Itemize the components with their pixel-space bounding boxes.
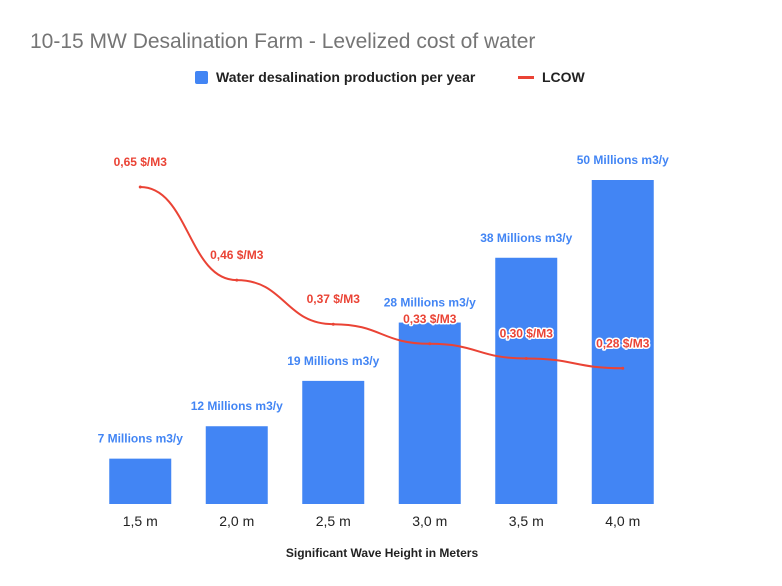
legend: Water desalination production per year L… — [195, 69, 586, 85]
chart-title: 10-15 MW Desalination Farm - Levelized c… — [30, 30, 535, 53]
lcow-label-4: 0,33 $/M3 — [403, 312, 457, 326]
legend-label-lcow: LCOW — [542, 69, 586, 85]
x-tick-label-5: 3,5 m — [509, 513, 544, 529]
legend-label-production: Water desalination production per year — [216, 69, 476, 85]
lcow-point-3 — [331, 322, 335, 326]
x-tick-label-6: 4,0 m — [605, 513, 640, 529]
lcow-label-2: 0,46 $/M3 — [210, 248, 264, 262]
bar-6 — [591, 180, 654, 504]
bar-4 — [398, 322, 461, 504]
bar-2 — [205, 426, 268, 504]
line-series — [138, 185, 625, 370]
legend-swatch-production — [195, 71, 208, 84]
bar-series — [109, 180, 654, 504]
x-axis-ticks: 1,5 m 2,0 m 2,5 m 3,0 m 3,5 m 4,0 m — [123, 513, 641, 529]
x-tick-label-4: 3,0 m — [412, 513, 447, 529]
bar-data-labels: 7 Millions m3/y 12 Millions m3/y 19 Millio… — [98, 153, 670, 446]
lcow-point-1 — [138, 185, 142, 189]
legend-swatch-lcow — [518, 76, 534, 79]
bar-label-5: 38 Millions m3/y — [480, 231, 572, 245]
lcow-label-5: 0,30 $/M3 — [500, 327, 554, 341]
bar-5 — [495, 257, 558, 504]
lcow-line — [140, 186, 623, 370]
line-data-labels: 0,65 $/M3 0,46 $/M3 0,37 $/M3 0,33 $/M3 0,30… — [112, 154, 651, 352]
x-tick-label-1: 1,5 m — [123, 513, 158, 529]
lcow-point-6 — [621, 366, 625, 370]
lcow-point-2 — [235, 278, 239, 282]
lcow-label-3: 0,37 $/M3 — [307, 292, 361, 306]
x-axis-label: Significant Wave Height in Meters — [286, 546, 479, 560]
bar-label-1: 7 Millions m3/y — [98, 432, 184, 446]
lcow-point-5 — [524, 357, 528, 360]
x-tick-label-2: 2,0 m — [219, 513, 254, 529]
x-tick-label-3: 2,5 m — [316, 513, 351, 529]
bar-label-4: 28 Millions m3/y — [384, 296, 476, 310]
lcow-label-1: 0,65 $/M3 — [114, 155, 168, 169]
lcow-point-4 — [428, 342, 432, 346]
bar-label-3: 19 Millions m3/y — [287, 354, 379, 368]
bar-label-2: 12 Millions m3/y — [191, 399, 283, 413]
bar-1 — [109, 458, 172, 504]
bar-3 — [302, 380, 365, 504]
bar-label-6: 50 Millions m3/y — [577, 153, 669, 167]
lcow-label-6: 0,28 $/M3 — [596, 336, 650, 350]
